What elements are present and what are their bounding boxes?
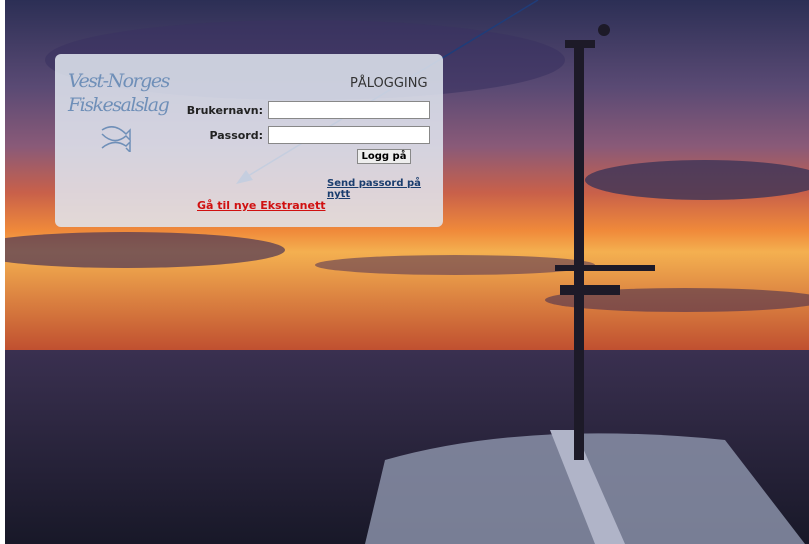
login-button[interactable]: Logg på [357, 149, 411, 164]
username-input[interactable] [268, 101, 430, 119]
logo-fish [101, 126, 131, 152]
password-input[interactable] [268, 126, 430, 144]
login-title: PÅLOGGING [350, 76, 428, 91]
username-label: Brukernavn: [186, 104, 263, 117]
logo-line: Fiskesalslag [68, 94, 170, 116]
extranet-link[interactable]: Gå til nye Ekstranett [197, 199, 326, 212]
password-label: Passord: [209, 129, 263, 142]
login-panel: Vest-Norges Fiskesalslag PÅLOGGING Bruke… [55, 54, 443, 227]
logo-line: Vest-Norges [68, 70, 170, 92]
resend-password-link[interactable]: Send passord på nytt [327, 178, 421, 200]
